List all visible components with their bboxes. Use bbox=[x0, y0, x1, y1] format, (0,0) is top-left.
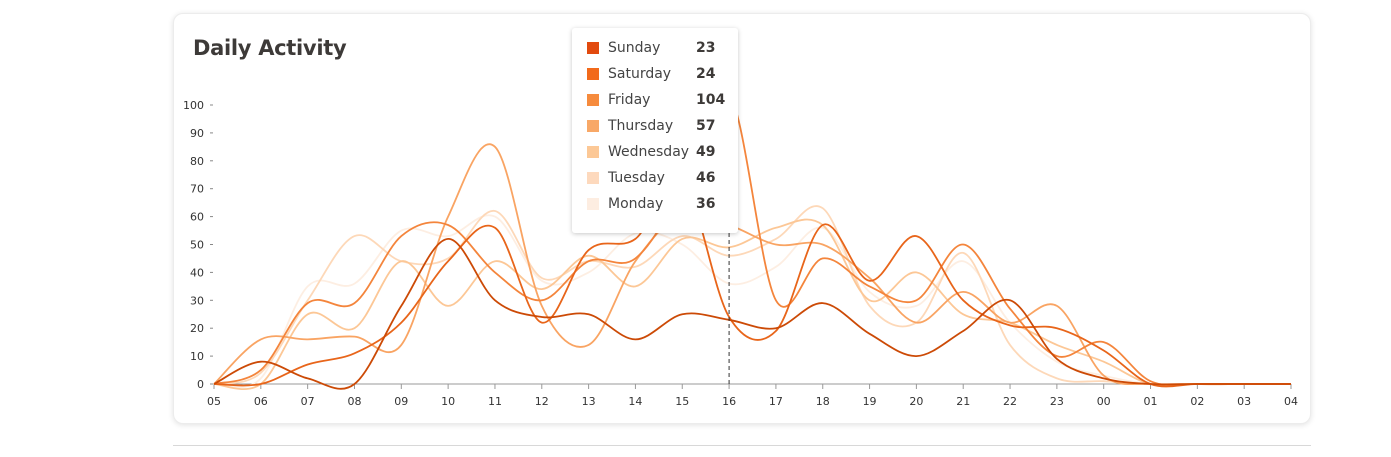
tooltip-row-sunday: Sunday 23 bbox=[572, 40, 738, 66]
tooltip-swatch bbox=[587, 68, 599, 80]
tooltip-series-value: 104 bbox=[696, 92, 726, 108]
y-tick-label: 10 bbox=[190, 350, 204, 363]
chart-title: Daily Activity bbox=[193, 36, 347, 60]
tooltip-series-value: 46 bbox=[696, 170, 716, 186]
tooltip-swatch bbox=[587, 120, 599, 132]
x-tick-label: 05 bbox=[207, 395, 221, 408]
series-layer bbox=[213, 90, 1291, 390]
y-tick-label: 100 bbox=[183, 99, 204, 112]
x-tick-label: 00 bbox=[1097, 395, 1111, 408]
x-tick-label: 18 bbox=[816, 395, 830, 408]
x-tick-label: 15 bbox=[675, 395, 689, 408]
y-tick-label: 70 bbox=[190, 183, 204, 196]
x-tick-label: 06 bbox=[254, 395, 268, 408]
x-tick-label: 13 bbox=[582, 395, 596, 408]
x-tick-label: 10 bbox=[441, 395, 455, 408]
tooltip-swatch bbox=[587, 42, 599, 54]
y-tick-label: 80 bbox=[190, 155, 204, 168]
tooltip-series-value: 57 bbox=[696, 118, 716, 134]
tooltip-series-value: 24 bbox=[696, 66, 716, 82]
tooltip-series-name: Friday bbox=[608, 92, 651, 108]
tooltip-series-value: 36 bbox=[696, 196, 716, 212]
tooltip-row-tuesday: Tuesday 46 bbox=[572, 170, 738, 196]
tooltip-row-wednesday: Wednesday 49 bbox=[572, 144, 738, 170]
y-tick-label: 50 bbox=[190, 239, 204, 252]
y-axis: 0 10 20 30 40 50 60 70 80 90 100 bbox=[183, 99, 213, 391]
page-divider bbox=[173, 445, 1311, 446]
y-tick-label: 40 bbox=[190, 266, 204, 279]
x-tick-label: 01 bbox=[1144, 395, 1158, 408]
tooltip-row-monday: Monday 36 bbox=[572, 196, 738, 222]
series-line-thursday[interactable] bbox=[213, 143, 1291, 386]
y-tick-label: 90 bbox=[190, 127, 204, 140]
tooltip-row-saturday: Saturday 24 bbox=[572, 66, 738, 92]
tooltip-swatch bbox=[587, 94, 599, 106]
x-tick-label: 16 bbox=[722, 395, 736, 408]
x-tick-label: 19 bbox=[863, 395, 877, 408]
x-tick-label: 22 bbox=[1003, 395, 1017, 408]
tooltip-series-name: Sunday bbox=[608, 40, 661, 56]
x-tick-label: 23 bbox=[1050, 395, 1064, 408]
x-tick-label: 02 bbox=[1190, 395, 1204, 408]
x-tick-label: 17 bbox=[769, 395, 783, 408]
tooltip-row-friday: Friday 104 bbox=[572, 92, 738, 118]
x-axis: 05 06 07 08 09 10 11 12 13 14 15 16 17 18 19 20 21 22 23 00… bbox=[207, 383, 1298, 408]
x-tick-label: 09 bbox=[394, 395, 408, 408]
series-line-friday[interactable] bbox=[213, 90, 1291, 386]
tooltip-swatch bbox=[587, 172, 599, 184]
x-tick-label: 11 bbox=[488, 395, 502, 408]
tooltip-series-value: 23 bbox=[696, 40, 716, 56]
x-tick-label: 08 bbox=[347, 395, 361, 408]
series-line-saturday[interactable] bbox=[213, 177, 1291, 388]
x-tick-label: 03 bbox=[1237, 395, 1251, 408]
x-tick-label: 21 bbox=[956, 395, 970, 408]
y-tick-label: 20 bbox=[190, 322, 204, 335]
tooltip-swatch bbox=[587, 146, 599, 158]
tooltip-row-thursday: Thursday 57 bbox=[572, 118, 738, 144]
daily-activity-card: 0 10 20 30 40 50 60 70 80 90 100 05 06 07 08 09 10 11 12 1… bbox=[173, 13, 1311, 424]
hover-tooltip: Sunday 23 Saturday 24 Friday 104 Thursday 57 Wed… bbox=[572, 28, 738, 233]
tooltip-series-name: Saturday bbox=[608, 66, 672, 82]
y-tick-label: 0 bbox=[197, 378, 204, 391]
x-tick-label: 20 bbox=[909, 395, 923, 408]
tooltip-series-value: 49 bbox=[696, 144, 716, 160]
x-tick-label: 04 bbox=[1284, 395, 1298, 408]
y-tick-label: 30 bbox=[190, 294, 204, 307]
x-tick-label: 14 bbox=[628, 395, 642, 408]
tooltip-swatch bbox=[587, 198, 599, 210]
y-tick-label: 60 bbox=[190, 211, 204, 224]
tooltip-series-name: Wednesday bbox=[608, 144, 690, 160]
tooltip-series-name: Thursday bbox=[608, 118, 674, 134]
x-tick-label: 12 bbox=[535, 395, 549, 408]
series-line-sunday[interactable] bbox=[213, 237, 1291, 390]
tooltip-series-name: Tuesday bbox=[608, 170, 665, 186]
tooltip-series-name: Monday bbox=[608, 196, 664, 212]
series-line-tuesday[interactable] bbox=[213, 205, 1291, 386]
x-tick-label: 07 bbox=[301, 395, 315, 408]
series-line-monday[interactable] bbox=[213, 214, 1291, 388]
